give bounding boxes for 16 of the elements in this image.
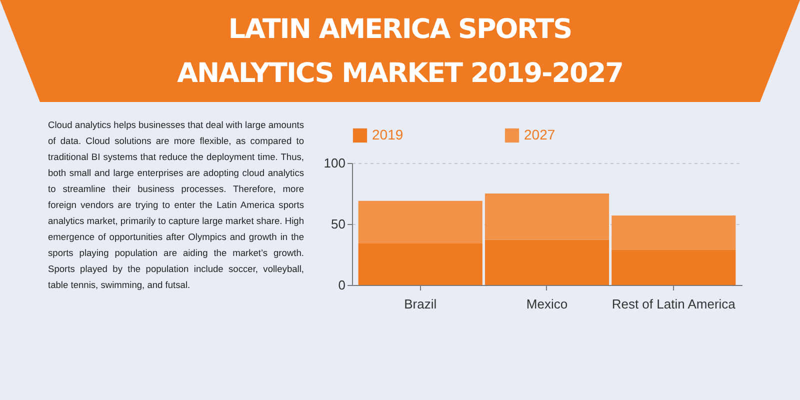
- bar: [358, 200, 482, 244]
- bar: [358, 244, 482, 285]
- bar: [484, 240, 610, 285]
- y-tick-label: 0: [338, 278, 346, 292]
- chart-title: LATIN AMERICA SPORTS ANALYTICS MARKET 2019-2027: [176, 13, 624, 91]
- x-tick-label: Rest of Latin America: [612, 296, 736, 312]
- legend-label: 2019: [372, 126, 404, 142]
- y-tick-label: 100: [324, 156, 346, 170]
- x-tick-label: Mexico: [526, 296, 568, 312]
- y-tick-label: 50: [331, 216, 346, 232]
- bar: [484, 194, 610, 240]
- bar: [612, 215, 736, 250]
- bar: [612, 250, 736, 285]
- x-tick-label: Brazil: [404, 296, 437, 312]
- legend-label: 2027: [524, 126, 556, 142]
- text: Cloud analytics helps businesses that deal with large amounts of data. Cloud solutions are more flexible, as compared to traditional BI systems that reduce the deployment time. Thus, both small and large enterprises are adopting cloud analytics to streamline their business processes. Therefore, more foreign vendors are trying to enter the Latin America sports analytics market, primarily to capture large market share. High emergence of opportunities after Olympics and growth in the sports playing population are aiding the market’s growth. Sports played by the population include soccer, volleyball, table tennis, swimming, and futsal.: [48, 120, 304, 290]
